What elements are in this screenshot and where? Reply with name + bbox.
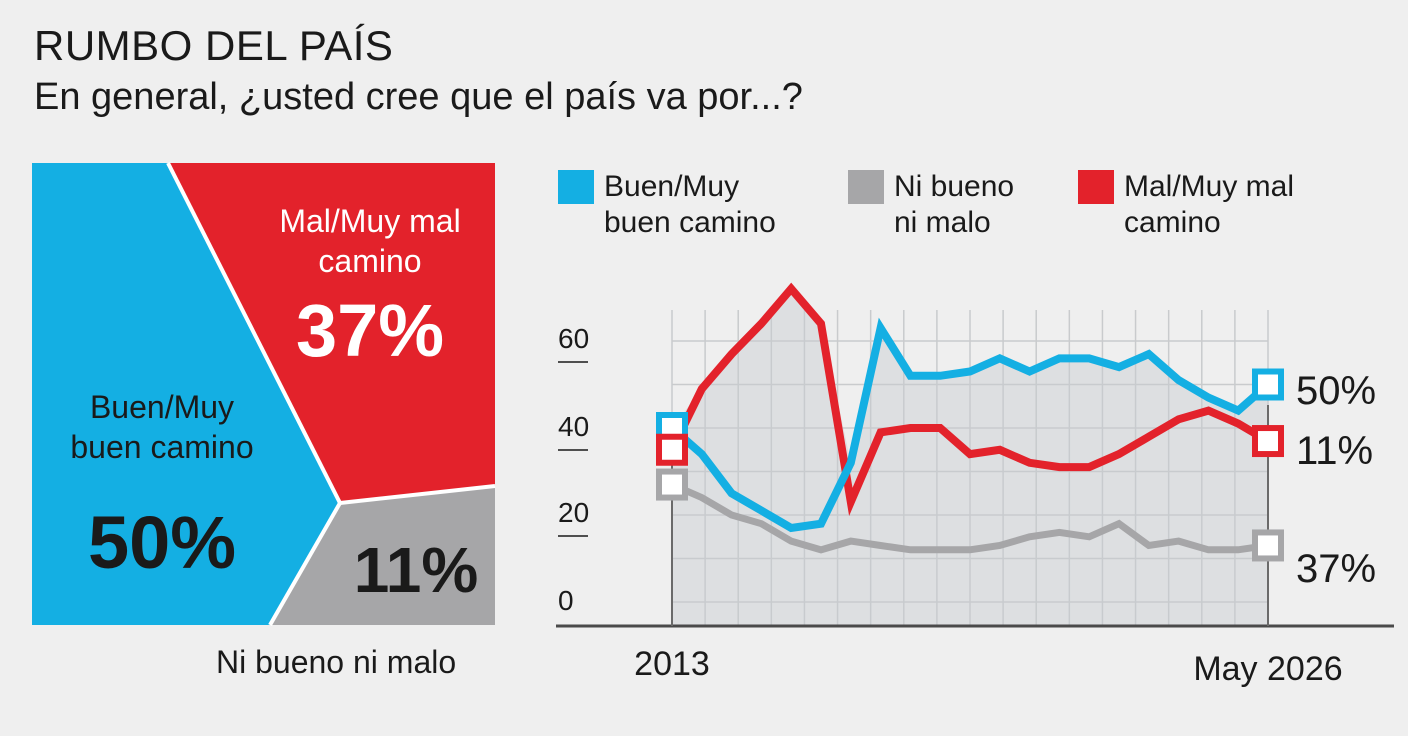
legend-label-0-line2: buen camino bbox=[604, 206, 776, 239]
series-end-label-1: 11% bbox=[1296, 429, 1373, 473]
series-line-1 bbox=[670, 481, 1269, 554]
share-mal-value: 37% bbox=[296, 289, 444, 372]
chart-axes: 60 40 20 0 2013 May 2026 bbox=[556, 323, 1394, 688]
x-start-label: 2013 bbox=[634, 645, 710, 683]
legend-label-2-line2: camino bbox=[1124, 206, 1221, 239]
legend-swatch-2 bbox=[1078, 170, 1114, 204]
share-panel: Mal/Muy mal camino 37% Buen/Muy buen cam… bbox=[32, 162, 496, 626]
share-buen-label-line2: buen camino bbox=[70, 429, 253, 465]
share-buen-value: 50% bbox=[88, 501, 236, 584]
legend-swatch-1 bbox=[848, 170, 884, 204]
share-mal-label-line1: Mal/Muy mal bbox=[279, 203, 460, 239]
y-tick-label: 60 bbox=[558, 323, 589, 354]
series-end-marker-2 bbox=[1252, 425, 1284, 458]
series-line-0 bbox=[669, 317, 1271, 533]
share-segment-buen bbox=[32, 163, 340, 625]
legend-label-0-line1: Buen/Muy bbox=[604, 170, 739, 203]
series-end-label-2: 37% bbox=[1296, 547, 1376, 591]
series-end-marker-1 bbox=[1252, 529, 1284, 562]
chart-series bbox=[668, 282, 1271, 554]
legend-label-1-line1: Ni bueno bbox=[894, 170, 1014, 203]
series-start-marker-1 bbox=[656, 468, 688, 501]
series-line-2 bbox=[668, 282, 1271, 517]
y-tick-label: 0 bbox=[558, 585, 574, 616]
legend-label-2-line1: Mal/Muy mal bbox=[1124, 170, 1294, 203]
chart-subtitle: En general, ¿usted cree que el país va p… bbox=[34, 76, 803, 118]
y-tick-label: 20 bbox=[558, 497, 589, 528]
share-ni-caption: Ni bueno ni malo bbox=[216, 644, 457, 680]
y-tick-label: 40 bbox=[558, 411, 589, 442]
legend-swatch-0 bbox=[558, 170, 594, 204]
share-segment-ni bbox=[270, 486, 495, 625]
chart-title: RUMBO DEL PAÍS bbox=[34, 22, 394, 69]
share-ni-value: 11% bbox=[354, 534, 479, 606]
share-mal-label-line2: camino bbox=[318, 243, 421, 279]
series-start-marker-2 bbox=[656, 433, 688, 466]
legend-label-1-line2: ni malo bbox=[894, 206, 991, 239]
series-end-marker-0 bbox=[1252, 368, 1284, 401]
share-segment-mal bbox=[168, 163, 495, 503]
share-buen-label-line1: Buen/Muy bbox=[90, 389, 234, 425]
chart-markers: 50% 11% 37% bbox=[656, 368, 1376, 591]
x-end-label: May 2026 bbox=[1193, 650, 1342, 688]
series-end-label-0: 50% bbox=[1296, 369, 1376, 413]
